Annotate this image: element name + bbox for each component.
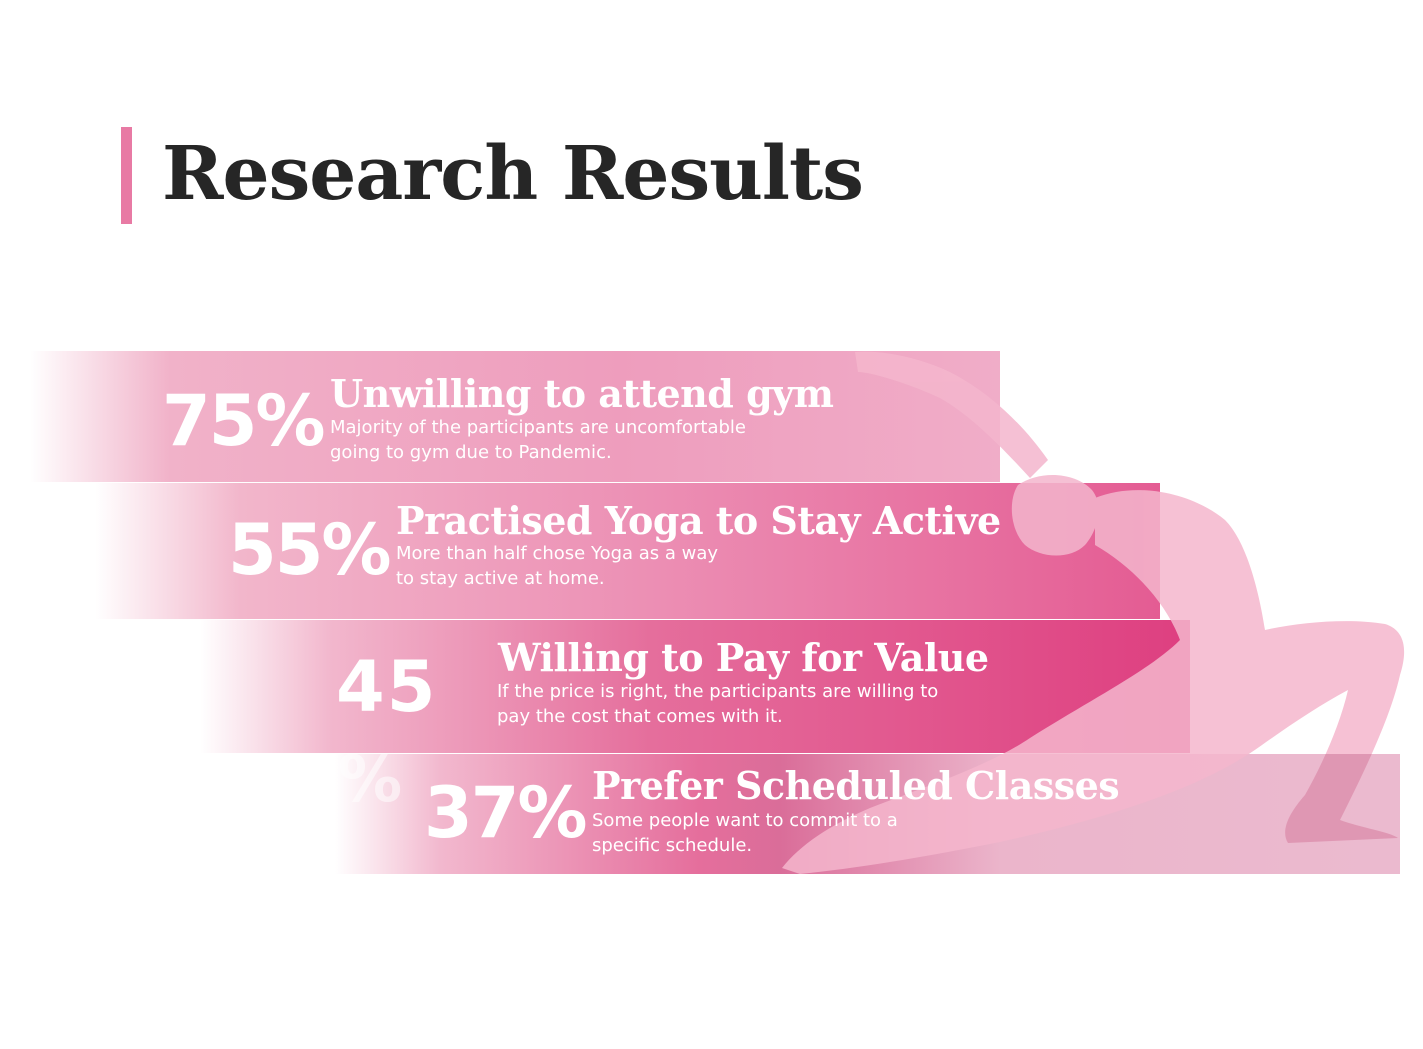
page-title: Research Results (162, 131, 864, 217)
stat-band-2 (0, 483, 1160, 619)
stat-description: Majority of the participants are uncomfo… (330, 417, 747, 463)
stat-description: Some people want to commit to a specific… (592, 810, 898, 856)
stat-band-3 (0, 620, 1190, 753)
stat-value: 55% (228, 509, 392, 591)
stat-value: 37% (424, 772, 588, 854)
title-accent-bar (121, 127, 132, 224)
yoga-figure (782, 351, 1405, 874)
stat-band-1 (0, 351, 1000, 482)
stat-heading: Unwilling to attend gym (330, 371, 834, 416)
stat-value: 45 (336, 646, 438, 728)
stat-value: 75% (162, 380, 326, 462)
ghost-percent-glyph: % (338, 743, 403, 817)
stat-description: If the price is right, the participants … (497, 681, 939, 727)
stat-description: More than half chose Yoga as a way to st… (396, 543, 719, 589)
stat-heading: Practised Yoga to Stay Active (396, 498, 1001, 543)
stat-heading: Willing to Pay for Value (498, 635, 989, 680)
stat-heading: Prefer Scheduled Classes (592, 763, 1120, 808)
